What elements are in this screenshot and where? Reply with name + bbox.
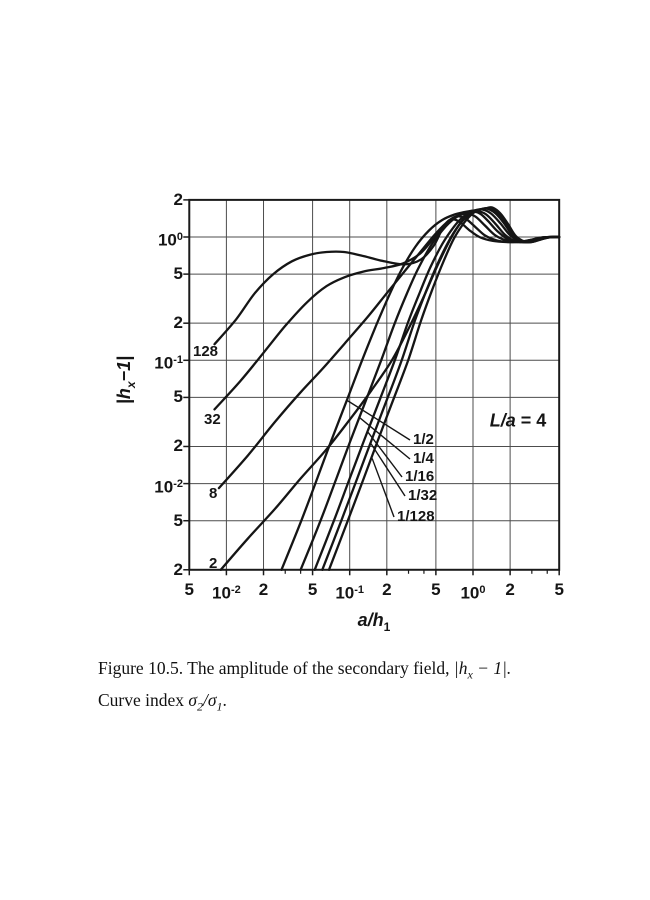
- y-tick-label-5: 5: [173, 264, 183, 284]
- x-tick-label-5: 5: [554, 580, 564, 599]
- leader-line-1-128: [371, 458, 395, 518]
- y-tick-label-2: 2: [173, 313, 183, 333]
- x-tick-label-5: 5: [307, 580, 318, 599]
- y-tick-label-100: 100: [157, 230, 183, 250]
- x-tick-label-5: 5: [431, 580, 441, 599]
- curve-label-1-128: 1/128: [397, 508, 435, 525]
- y-tick-label-10-2: 10-2: [154, 477, 183, 497]
- curve-label-1-4: 1/4: [413, 450, 434, 467]
- x-axis-title: a/h1: [357, 610, 391, 634]
- x-tick-label-5: 5: [184, 580, 195, 599]
- y-tick-label-5: 5: [173, 510, 183, 530]
- curve-label-1-32: 1/32: [408, 487, 438, 504]
- x-tick-label-2: 2: [505, 580, 515, 599]
- curve-label-8: 8: [209, 485, 218, 502]
- curve-label-32: 32: [204, 411, 221, 428]
- caption-line-2: Curve index σ2/σ1.: [98, 689, 227, 714]
- x-tick-label-100: 100: [460, 583, 486, 603]
- curve-1-128: [327, 206, 561, 571]
- x-tick-label-10-1: 10-1: [335, 583, 365, 603]
- leader-line-1-4: [359, 417, 411, 460]
- x-tick-label-2: 2: [258, 580, 269, 599]
- curve-label-1-16: 1/16: [405, 468, 435, 485]
- annotation-la-ratio: L/a = 4: [489, 410, 547, 431]
- curve-label-1-2: 1/2: [413, 431, 434, 448]
- chart-canvas: [183, 198, 561, 576]
- y-tick-label-2: 2: [173, 189, 183, 209]
- x-tick-label-2: 2: [382, 580, 392, 599]
- leader-line-1-32: [370, 443, 406, 497]
- curve-label-2: 2: [209, 555, 218, 572]
- y-tick-label-2: 2: [173, 559, 183, 579]
- leader-line-1-16: [367, 432, 403, 478]
- y-tick-label-5: 5: [173, 387, 183, 407]
- x-tick-label-10-2: 10-2: [212, 583, 241, 603]
- y-tick-label-2: 2: [173, 436, 183, 456]
- curve-label-128: 128: [193, 343, 219, 360]
- caption-line-1: Figure 10.5. The amplitude of the second…: [98, 658, 512, 682]
- figure-caption: Figure 10.5. The amplitude of the second…: [98, 656, 578, 719]
- curve-1-32: [321, 206, 561, 571]
- y-tick-label-10-1: 10-1: [154, 353, 183, 373]
- plot-border: [188, 198, 561, 571]
